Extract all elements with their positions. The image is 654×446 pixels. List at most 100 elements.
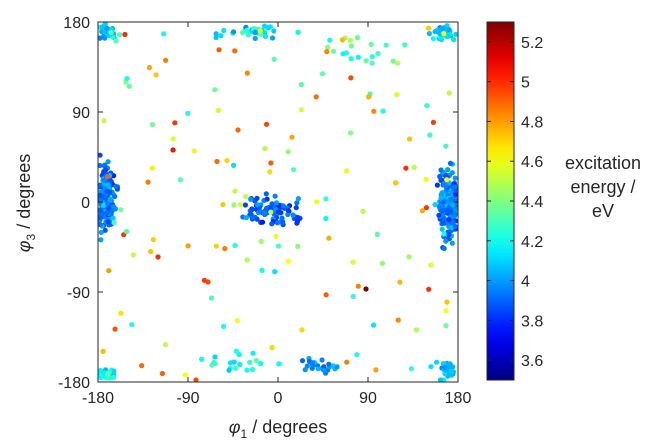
data-point xyxy=(233,348,239,354)
data-point xyxy=(145,179,151,185)
data-point xyxy=(244,257,250,263)
data-point xyxy=(170,136,176,142)
data-point xyxy=(437,173,443,180)
data-point xyxy=(232,188,238,194)
data-point xyxy=(113,183,119,189)
data-point xyxy=(97,182,103,188)
data-point xyxy=(380,108,386,114)
data-point xyxy=(97,192,103,198)
data-point xyxy=(98,208,104,214)
data-point xyxy=(319,71,325,77)
data-point xyxy=(244,367,250,373)
data-point xyxy=(443,238,449,244)
data-point xyxy=(111,368,117,374)
data-point xyxy=(330,48,336,54)
data-point xyxy=(426,30,432,37)
data-point xyxy=(285,211,291,218)
data-point xyxy=(374,231,380,237)
data-point xyxy=(220,323,227,330)
data-point xyxy=(258,238,264,245)
data-point xyxy=(97,152,103,158)
data-point xyxy=(237,361,243,368)
data-point xyxy=(269,345,275,351)
x-tick-label: 180 xyxy=(445,390,472,407)
data-point xyxy=(243,215,249,221)
data-point xyxy=(250,350,256,356)
data-point xyxy=(446,216,452,223)
data-point xyxy=(366,94,372,100)
data-point xyxy=(172,120,178,126)
data-point xyxy=(369,60,375,66)
data-point xyxy=(363,58,369,64)
data-point xyxy=(427,132,433,138)
data-point xyxy=(244,70,250,76)
data-point xyxy=(439,208,445,214)
colorbar-tick-label: 4.6 xyxy=(521,154,543,171)
data-point xyxy=(426,286,432,292)
data-point xyxy=(249,366,256,373)
data-point xyxy=(139,363,145,369)
data-point xyxy=(448,368,454,374)
data-point xyxy=(257,208,263,215)
data-point xyxy=(330,363,336,369)
data-point xyxy=(98,237,104,243)
colorbar: 3.6 3.8 4 4.2 4.4 4.6 4.8 5 5.2 excitation energy … xyxy=(486,21,641,381)
data-point xyxy=(403,165,409,171)
data-point xyxy=(441,30,447,37)
data-point xyxy=(105,219,111,225)
data-point xyxy=(447,31,453,37)
data-point xyxy=(105,182,111,188)
data-point xyxy=(232,242,238,249)
data-point xyxy=(430,119,436,125)
data-point xyxy=(436,212,442,218)
data-point xyxy=(234,318,240,324)
data-point xyxy=(272,269,278,275)
data-point xyxy=(434,359,440,365)
data-point xyxy=(230,162,237,168)
data-point xyxy=(97,215,103,221)
data-point xyxy=(259,267,265,273)
data-point xyxy=(105,371,111,377)
data-point xyxy=(355,283,361,289)
data-point xyxy=(208,295,214,301)
data-point xyxy=(112,193,118,200)
data-point xyxy=(275,209,281,215)
data-point xyxy=(103,167,109,173)
data-point xyxy=(106,189,113,195)
data-point xyxy=(440,220,446,226)
data-point xyxy=(379,260,385,266)
data-point xyxy=(265,25,271,31)
data-point xyxy=(443,182,449,188)
data-point xyxy=(112,326,118,332)
colorbar-tick-label: 3.6 xyxy=(521,353,543,370)
data-point xyxy=(423,205,429,211)
data-point xyxy=(285,207,291,214)
data-point xyxy=(368,41,374,48)
data-point xyxy=(273,233,279,239)
data-point xyxy=(262,145,268,152)
data-point xyxy=(324,49,330,55)
data-point xyxy=(224,158,230,164)
data-point xyxy=(97,35,103,41)
data-point xyxy=(263,121,270,127)
data-point xyxy=(259,219,266,225)
data-point xyxy=(263,191,269,197)
data-point xyxy=(110,374,117,381)
data-point xyxy=(107,196,113,202)
data-point xyxy=(323,196,329,202)
data-point xyxy=(290,212,296,218)
data-point xyxy=(279,215,285,221)
data-point xyxy=(452,175,458,181)
data-point xyxy=(295,29,301,35)
data-point xyxy=(319,357,325,363)
data-point xyxy=(254,202,261,208)
x-tick-label: 90 xyxy=(359,390,377,407)
data-point xyxy=(350,259,356,265)
data-point xyxy=(310,362,316,368)
data-point xyxy=(150,237,156,243)
data-point xyxy=(434,182,440,188)
colorbar-tick-label: 4.4 xyxy=(521,194,543,211)
data-point xyxy=(314,199,320,205)
data-point xyxy=(262,210,268,216)
